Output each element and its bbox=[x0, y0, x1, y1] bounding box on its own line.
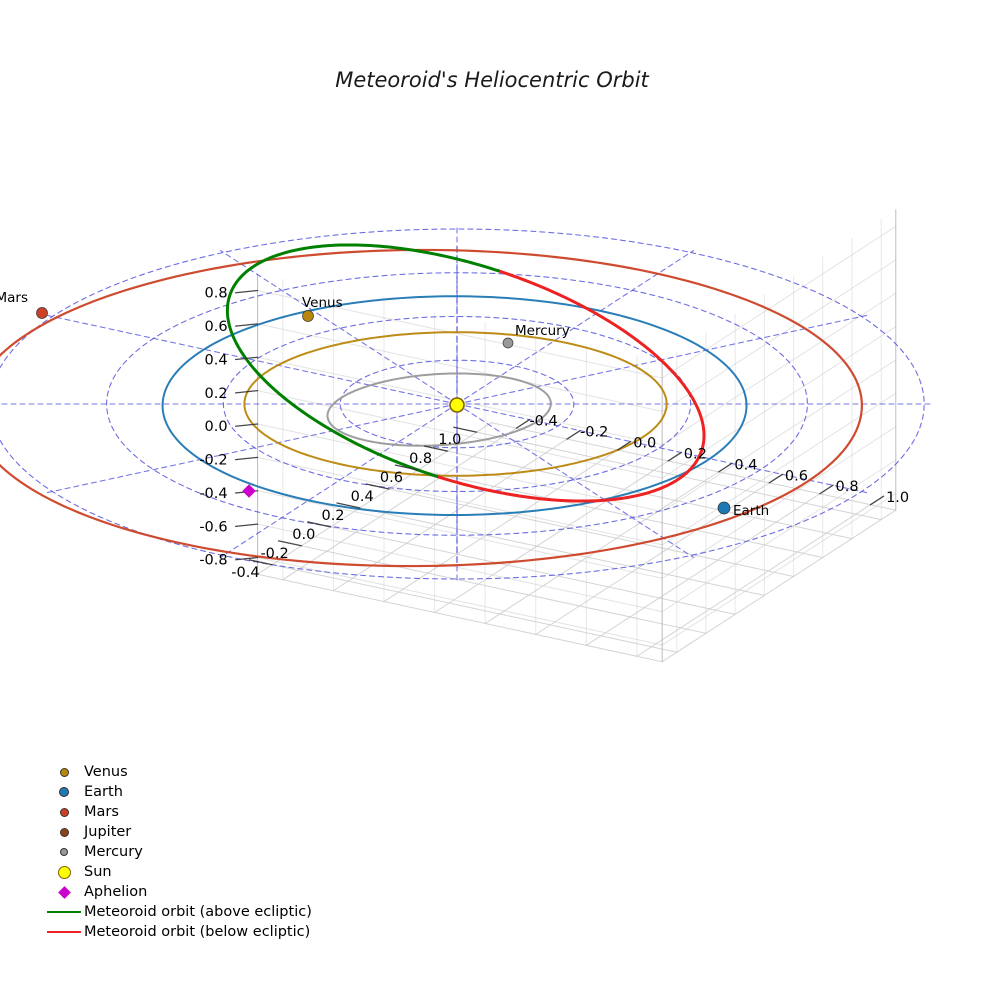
axis-tick-label: 0.2 bbox=[205, 386, 228, 402]
mercury-marker bbox=[502, 337, 514, 349]
legend-item-label: Venus bbox=[84, 764, 128, 780]
ecliptic-polar-grid bbox=[0, 226, 931, 582]
axis-tick-label: 0.0 bbox=[205, 419, 228, 435]
axis-tick-label: 0.6 bbox=[205, 319, 228, 335]
axis-tick-label: 1.0 bbox=[886, 490, 909, 506]
axis-tick-label: 0.2 bbox=[684, 446, 707, 462]
legend-marker-circle-icon bbox=[44, 827, 84, 837]
legend-marker-line-icon bbox=[44, 930, 84, 934]
earth-label: Earth bbox=[733, 503, 769, 519]
legend-marker-circle-icon bbox=[44, 787, 84, 797]
earth-marker bbox=[717, 501, 731, 515]
axis-tick-label: -0.4 bbox=[529, 414, 557, 430]
axis-tick-label: 0.4 bbox=[351, 489, 374, 505]
axis-tick-label: 0.6 bbox=[785, 468, 808, 484]
mars-label: Mars bbox=[0, 290, 28, 306]
venus-marker bbox=[302, 310, 314, 322]
body-labels: Mars Venus Mercury Earth bbox=[0, 290, 769, 519]
wall-grid bbox=[257, 209, 897, 663]
legend-item-label: Sun bbox=[84, 864, 112, 880]
legend-item-venus[interactable]: Venus bbox=[44, 762, 344, 782]
legend: Venus Earth Mars Jupiter Mercury Sun Aphelion M… bbox=[44, 762, 344, 942]
aphelion-marker bbox=[242, 484, 256, 498]
axis-tick-label: 0.8 bbox=[836, 479, 859, 495]
legend-marker-circle-icon bbox=[44, 767, 84, 777]
axis-tick-label: 0.4 bbox=[734, 457, 757, 473]
axis-tick-label: 0.2 bbox=[321, 508, 344, 524]
legend-item-label: Mars bbox=[84, 804, 119, 820]
axis-ticks bbox=[234, 289, 885, 566]
sun-marker bbox=[449, 397, 465, 413]
axis-tick-label: -0.6 bbox=[199, 519, 227, 535]
legend-item-mars[interactable]: Mars bbox=[44, 802, 344, 822]
body-markers bbox=[36, 307, 731, 515]
legend-item-sun[interactable]: Sun bbox=[44, 862, 344, 882]
axis-tick-label: -0.4 bbox=[199, 486, 227, 502]
axis-tick-label: -0.8 bbox=[199, 553, 227, 569]
legend-item-meteoroid-orbit-below-ecliptic[interactable]: Meteoroid orbit (below ecliptic) bbox=[44, 922, 344, 942]
legend-marker-diamond-icon bbox=[44, 885, 84, 899]
axis-tick-label: -0.2 bbox=[199, 453, 227, 469]
page-title: Meteoroid's Heliocentric Orbit bbox=[335, 68, 649, 92]
axis-tick-label: 0.8 bbox=[205, 286, 228, 302]
legend-item-label: Aphelion bbox=[84, 884, 148, 900]
mars-marker bbox=[36, 307, 48, 319]
floor-grid bbox=[257, 422, 897, 663]
legend-item-label: Meteoroid orbit (above ecliptic) bbox=[84, 904, 312, 920]
axis-tick-label: -0.2 bbox=[260, 546, 288, 562]
legend-item-label: Earth bbox=[84, 784, 123, 800]
axis-tick-label: 0.6 bbox=[380, 470, 403, 486]
legend-marker-line-icon bbox=[44, 910, 84, 914]
axis-tick-label: 0.0 bbox=[292, 527, 315, 543]
axis-tick-label: 0.8 bbox=[409, 451, 432, 467]
axis-tick-labels: 0.80.60.40.20.0-0.2-0.4-0.6-0.8-0.4-0.20… bbox=[199, 286, 909, 581]
legend-marker-circle-icon bbox=[44, 865, 84, 879]
legend-marker-circle-icon bbox=[44, 807, 84, 817]
axis-tick-label: -0.4 bbox=[231, 565, 259, 581]
legend-item-earth[interactable]: Earth bbox=[44, 782, 344, 802]
legend-item-aphelion[interactable]: Aphelion bbox=[44, 882, 344, 902]
legend-marker-circle-icon bbox=[44, 848, 84, 856]
legend-item-mercury[interactable]: Mercury bbox=[44, 842, 344, 862]
axis-tick-label: 1.0 bbox=[438, 432, 461, 448]
legend-item-jupiter[interactable]: Jupiter bbox=[44, 822, 344, 842]
axis-tick-label: -0.2 bbox=[580, 425, 608, 441]
mercury-label: Mercury bbox=[515, 323, 570, 339]
axis-tick-label: 0.4 bbox=[205, 352, 228, 368]
venus-label: Venus bbox=[302, 295, 343, 311]
legend-item-meteoroid-orbit-above-ecliptic[interactable]: Meteoroid orbit (above ecliptic) bbox=[44, 902, 344, 922]
meteoroid-orbit bbox=[225, 243, 706, 503]
legend-item-label: Jupiter bbox=[84, 824, 132, 840]
legend-item-label: Mercury bbox=[84, 844, 143, 860]
legend-item-label: Meteoroid orbit (below ecliptic) bbox=[84, 924, 311, 940]
axis-tick-label: 0.0 bbox=[633, 435, 656, 451]
